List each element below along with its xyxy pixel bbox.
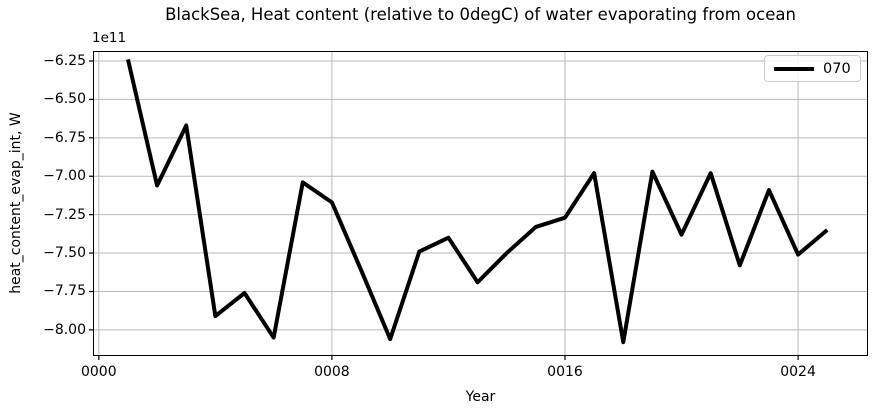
y-tick-label: −8.00 xyxy=(43,321,86,338)
x-axis-label: Year xyxy=(465,389,496,405)
y-tick-label: −7.00 xyxy=(43,168,86,185)
plot-border xyxy=(93,51,868,356)
y-tick-label: −6.25 xyxy=(43,52,86,69)
y-tick-label: −6.75 xyxy=(43,129,86,146)
y-tick-label: −7.75 xyxy=(43,283,86,300)
chart-title: BlackSea, Heat content (relative to 0deg… xyxy=(165,5,796,24)
gridlines xyxy=(93,51,868,356)
data-series-line xyxy=(126,58,829,345)
legend-label: 070 xyxy=(823,60,851,77)
y-tick-label: −7.50 xyxy=(43,245,86,262)
x-tick-label: 0024 xyxy=(780,364,816,380)
y-tick-label: −6.50 xyxy=(43,91,86,108)
legend: 070 xyxy=(764,55,861,82)
y-tick-label: −7.25 xyxy=(43,206,86,223)
axis-ticks xyxy=(89,60,799,360)
legend-line-sample xyxy=(774,66,814,71)
y-axis-offset-text: 1e11 xyxy=(92,30,127,46)
x-tick-label: 0016 xyxy=(547,364,583,380)
x-tick-label: 0000 xyxy=(80,364,117,380)
series-070-line xyxy=(126,58,829,345)
plot-area xyxy=(89,51,868,360)
y-axis-label: heat_content_evap_int, W xyxy=(8,112,24,294)
x-tick-label: 0008 xyxy=(314,364,350,380)
